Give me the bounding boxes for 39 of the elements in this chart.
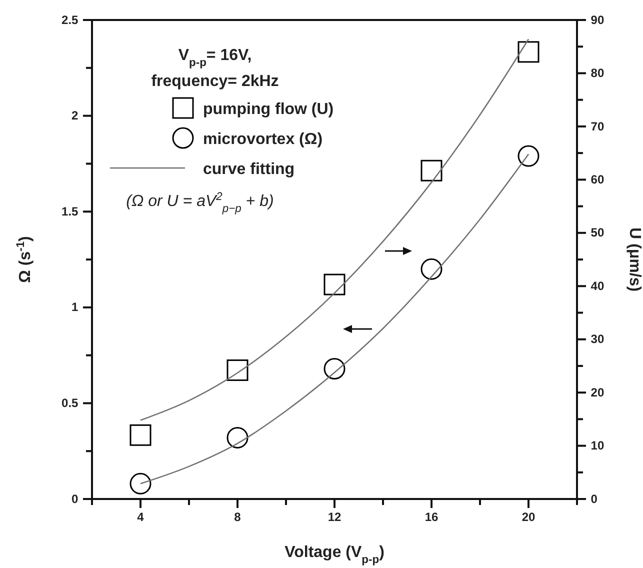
y2-tick-label: 20 xyxy=(590,385,604,400)
point xyxy=(226,359,248,381)
x-axis-title: Voltage (V$_{p-p}$) xyxy=(284,544,384,566)
legend-label: curve fitting xyxy=(203,161,295,178)
point xyxy=(130,472,152,494)
y-tick-label: 1.5 xyxy=(62,204,79,218)
y2-tick-label: 40 xyxy=(590,278,604,293)
annotation: frequency= 2kHz xyxy=(151,73,279,90)
point xyxy=(130,424,152,446)
x-tick-label: 8 xyxy=(234,510,242,524)
x-tick-label: 12 xyxy=(328,510,342,524)
y2-tick-label: 30 xyxy=(590,332,604,346)
y2-tick-label: 90 xyxy=(590,12,604,27)
point xyxy=(420,160,442,182)
y-tick-label: 2.5 xyxy=(62,12,79,27)
y2-tick-label: 10 xyxy=(590,438,604,453)
point xyxy=(324,274,346,296)
point xyxy=(518,41,540,63)
y-tick-label: 1 xyxy=(72,300,79,314)
annotation: (Ω or U = aV$^{2}$$_{p−p}$ + b) xyxy=(126,191,274,215)
y-tick-label: 0.5 xyxy=(62,396,79,410)
y2-tick-label: 50 xyxy=(590,226,604,240)
y2-tick-label: 0 xyxy=(590,492,598,506)
annotation: V$_{p-p}$= 16V, xyxy=(178,47,252,69)
y2-tick-label: 60 xyxy=(590,172,604,187)
y-tick-label: 2 xyxy=(72,108,79,123)
y2-tick-label: 70 xyxy=(590,119,604,134)
x-tick-label: 20 xyxy=(522,510,536,524)
y2-tick-label: 80 xyxy=(590,66,604,80)
point xyxy=(226,426,248,448)
x-tick-label: 4 xyxy=(137,510,144,524)
point xyxy=(420,258,442,280)
legend-label: pumping flow (U) xyxy=(203,101,334,118)
point xyxy=(518,145,540,167)
x-tick-label: 16 xyxy=(424,510,438,524)
y2-axis-title: U (μm/s) xyxy=(626,227,643,292)
legend-label: microvortex (Ω) xyxy=(203,131,323,148)
y-tick-label: 0 xyxy=(72,492,79,506)
point xyxy=(324,358,346,380)
